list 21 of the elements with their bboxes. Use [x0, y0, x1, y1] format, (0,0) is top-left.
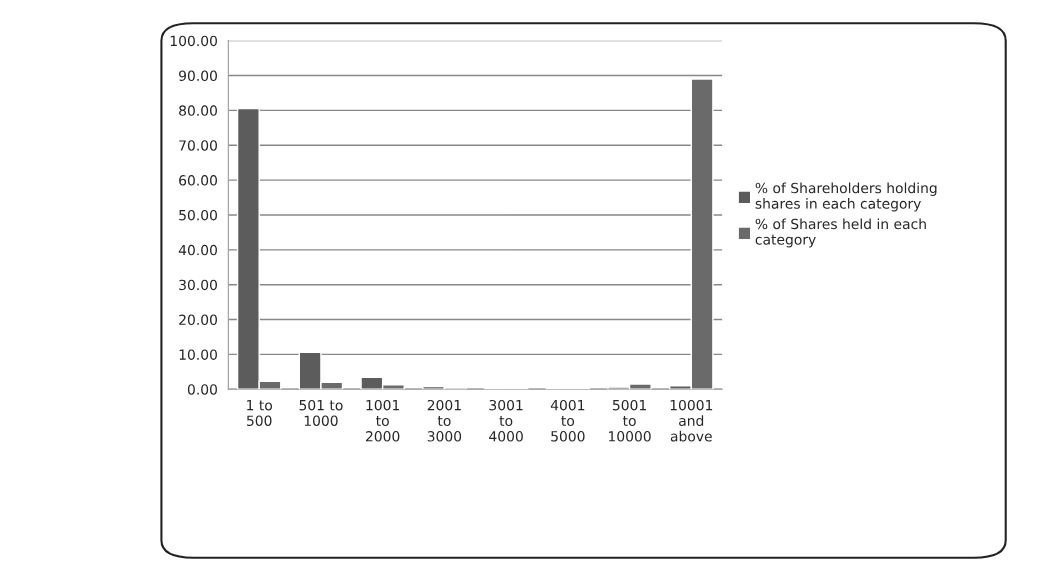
x-tick-label: 501 to 1000	[299, 399, 343, 426]
y-tick-label: 0.00	[187, 384, 217, 395]
y-tick-label: 100.00	[170, 35, 217, 47]
y-tick-label: 70.00	[179, 140, 217, 151]
y-tick-label: 90.00	[179, 70, 217, 81]
y-tick-label: 10.00	[179, 349, 217, 360]
y-tick-label: 20.00	[179, 314, 217, 326]
x-tick-label: 1 to 500	[247, 400, 273, 426]
legend-label: % of Shareholders holding shares in each category	[755, 182, 937, 212]
x-tick-label: 3001 to 4000	[489, 399, 523, 442]
x-tick-label: 1001 to 2000	[366, 399, 400, 442]
x-tick-label: 2001 to 3000	[427, 399, 462, 442]
y-tick-label: 40.00	[178, 244, 217, 256]
legend-label: % of Shares held in each category	[755, 218, 926, 248]
y-tick-label: 80.00	[179, 105, 217, 116]
x-tick-label: 5001 to 10000	[609, 399, 651, 442]
x-tick-label: 4001 to 5000	[550, 399, 585, 442]
x-tick-label: 10001 and above	[670, 399, 713, 442]
y-tick-label: 50.00	[179, 209, 217, 221]
y-tick-label: 60.00	[179, 175, 217, 186]
y-tick-label: 30.00	[179, 279, 217, 291]
